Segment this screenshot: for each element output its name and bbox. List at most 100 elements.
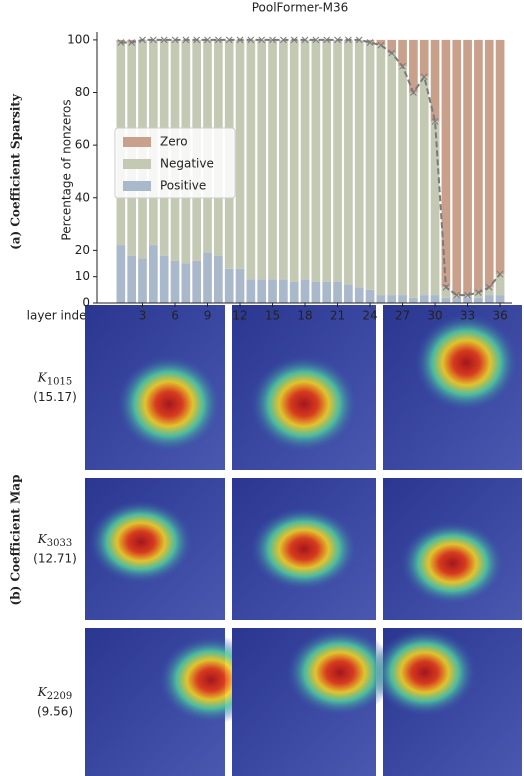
- bar-segment: [398, 39, 407, 67]
- nonzero-marker: [377, 41, 385, 49]
- bar-segment: [441, 297, 451, 303]
- x-tick-label: 9: [204, 309, 212, 323]
- bar-segment: [116, 39, 126, 43]
- bar-segment: [441, 39, 451, 288]
- heatmap-blob: [249, 354, 359, 454]
- bar-segment: [279, 39, 288, 280]
- legend-label: Zero: [160, 135, 188, 149]
- nonzero-marker: [355, 36, 363, 44]
- nonzero-marker: [160, 36, 168, 44]
- bar-segment: [181, 263, 191, 303]
- bar-segment: [127, 39, 137, 43]
- kernel-label: K2209: [37, 685, 72, 702]
- bar-segment: [192, 260, 202, 303]
- bar-segment: [463, 295, 472, 298]
- bar-segment: [474, 292, 483, 298]
- chart-title: PoolFormer-M36: [252, 1, 349, 15]
- kernel-index: 3033: [47, 538, 72, 549]
- bar-segment: [495, 39, 505, 275]
- legend-swatch: [123, 181, 151, 191]
- nonzero-marker: [269, 36, 276, 44]
- kernel-label: K3033: [37, 532, 72, 549]
- x-tick-label: 3: [139, 309, 147, 323]
- bar-segment: [159, 255, 169, 303]
- bar-segment: [257, 279, 267, 303]
- nonzero-marker: [334, 36, 341, 44]
- bar-segment: [452, 39, 462, 296]
- bar-segment: [387, 39, 397, 54]
- bar-segment: [170, 260, 180, 303]
- bar-segment: [354, 39, 364, 288]
- x-tick-label: 21: [330, 309, 345, 323]
- bar-segment: [430, 295, 440, 303]
- panel-label: (a) Coefficient Sparsity: [9, 93, 23, 250]
- bar-segment: [344, 284, 353, 303]
- bar-segment: [257, 39, 267, 280]
- heatmap-blob: [87, 499, 195, 585]
- bar-segment: [203, 253, 212, 303]
- nonzero-marker: [182, 36, 190, 44]
- nonzero-marker: [258, 36, 266, 44]
- nonzero-marker: [290, 36, 298, 44]
- nonzero-line: [120, 38, 501, 297]
- bar-segment: [127, 255, 137, 303]
- kernel-index: 1015: [47, 376, 72, 387]
- bar-segment: [463, 39, 472, 296]
- y-tick-label: 100: [67, 32, 90, 46]
- kernel-label: K1015: [37, 370, 72, 387]
- bar-segment: [322, 281, 332, 303]
- bar-segment: [365, 289, 375, 303]
- x-tick-label: 30: [427, 309, 442, 323]
- bar-segment: [409, 92, 418, 298]
- bar-segment: [430, 39, 440, 122]
- y-tick-label: 20: [75, 243, 90, 257]
- bar-segment: [235, 39, 245, 269]
- bar-segment: [333, 281, 342, 303]
- heatmap-blob: [399, 520, 506, 606]
- bar-segment: [268, 279, 277, 303]
- bar-segment: [387, 53, 397, 296]
- nonzero-marker: [442, 283, 450, 291]
- heatmap-blob: [115, 354, 223, 454]
- x-tick-label: 36: [492, 309, 507, 323]
- nonzero-marker: [128, 39, 136, 46]
- bar-segment: [387, 295, 397, 303]
- nonzero-marker: [323, 36, 331, 44]
- y-tick-label: 80: [75, 85, 90, 99]
- nonzero-marker: [171, 36, 179, 44]
- bar-segment: [495, 295, 505, 303]
- bar-segment: [214, 255, 223, 303]
- nonzero-marker: [215, 36, 222, 44]
- x-tick-label: 27: [395, 309, 410, 323]
- bar-segment: [452, 297, 462, 303]
- x-axis-label: layer index: [27, 309, 94, 323]
- kernel-index: 2209: [47, 691, 72, 702]
- kernel-score: (15.17): [33, 390, 77, 404]
- heatmap-blob: [249, 506, 359, 592]
- bar-segment: [452, 295, 462, 298]
- bar-segment: [398, 295, 407, 303]
- kernel-symbol: K: [37, 685, 48, 699]
- bar-segment: [333, 39, 342, 282]
- bar-segment: [246, 39, 256, 280]
- bar-segment: [116, 245, 126, 303]
- bar-segment: [279, 279, 288, 303]
- nonzero-marker: [420, 73, 428, 81]
- heatmap-blob: [413, 313, 520, 413]
- bar-segment: [344, 39, 353, 285]
- bar-segment: [441, 287, 451, 298]
- image-grid: K1015(15.17)K3033(12.71)K2209(9.56): [33, 305, 522, 776]
- legend-swatch: [123, 137, 151, 147]
- bar-segment: [484, 287, 494, 296]
- nonzero-marker: [280, 36, 287, 44]
- x-tick-label: 15: [265, 309, 280, 323]
- x-tick-label: 18: [297, 309, 312, 323]
- bar-segment: [311, 281, 321, 303]
- legend-swatch: [123, 159, 151, 169]
- x-tick-label: 33: [460, 309, 475, 323]
- heatmap-blob: [371, 628, 478, 717]
- y-tick-label: 10: [75, 269, 90, 283]
- bar-segment: [289, 281, 299, 303]
- bar-segment: [409, 297, 418, 303]
- nonzero-marker: [410, 89, 417, 96]
